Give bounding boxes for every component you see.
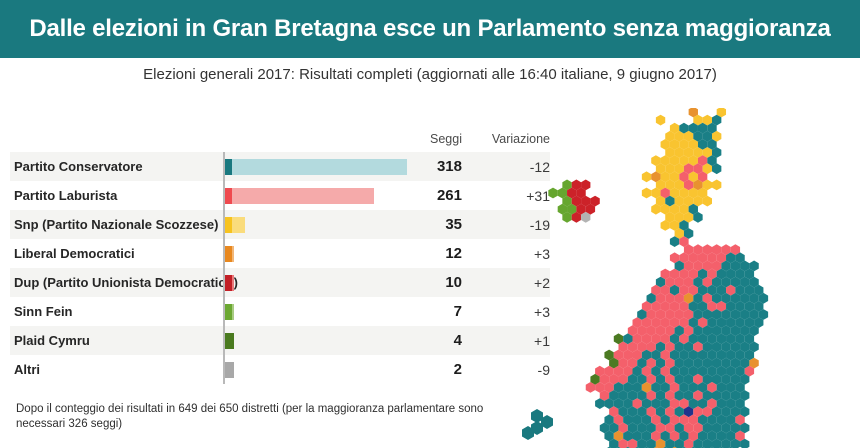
axis-line (223, 210, 225, 239)
table-row: Dup (Partito Unionista Democratico) 10 +2 (10, 268, 550, 297)
seat-bar (225, 159, 407, 175)
results-table: Seggi Variazione Partito Conservatore 318… (10, 132, 550, 384)
bar-cap (225, 159, 232, 175)
seat-bar (225, 362, 234, 378)
table-row: Sinn Fein 7 +3 (10, 297, 550, 326)
party-name: Partito Laburista (14, 188, 118, 203)
table-row: Snp (Partito Nazionale Scozzese) 35 -19 (10, 210, 550, 239)
seat-change: +2 (534, 274, 550, 291)
bar-body (232, 362, 234, 378)
bar-body (232, 246, 234, 262)
party-name: Partito Conservatore (14, 159, 143, 174)
header-banner: Dalle elezioni in Gran Bretagna esce un … (0, 0, 860, 58)
party-name: Sinn Fein (14, 304, 73, 319)
seat-count: 318 (436, 158, 462, 175)
seat-change: +1 (534, 332, 550, 349)
seat-bar (225, 217, 245, 233)
seat-count: 12 (445, 245, 462, 262)
axis-line (223, 268, 225, 297)
bar-cap (225, 188, 232, 204)
column-header-change: Variazione (491, 132, 550, 146)
table-row: Partito Conservatore 318 -12 (10, 152, 550, 181)
party-name: Altri (14, 362, 40, 377)
table-row: Partito Laburista 261 +31 (10, 181, 550, 210)
party-name: Liberal Democratici (14, 246, 135, 261)
axis-line (223, 181, 225, 210)
seat-bar (225, 275, 234, 291)
party-name: Plaid Cymru (14, 333, 90, 348)
axis-line (223, 326, 225, 355)
seat-bar (225, 246, 234, 262)
bar-cap (225, 362, 232, 378)
bar-cap (225, 333, 232, 349)
seat-change: +3 (534, 245, 550, 262)
seat-count: 4 (453, 332, 462, 349)
party-name: Snp (Partito Nazionale Scozzese) (14, 217, 219, 232)
bar-body (232, 217, 245, 233)
column-header-seats: Seggi (430, 132, 462, 146)
seat-count: 10 (445, 274, 462, 291)
table-row: Altri 2 -9 (10, 355, 550, 384)
subtitle: Elezioni generali 2017: Risultati comple… (143, 66, 717, 83)
uk-hexagon-cartogram (545, 108, 860, 448)
bar-cap (225, 246, 232, 262)
bar-cap (225, 217, 232, 233)
table-row: Liberal Democratici 12 +3 (10, 239, 550, 268)
axis-line (223, 355, 225, 384)
bar-body (232, 159, 407, 175)
seat-change: -19 (529, 216, 550, 233)
bar-body (232, 333, 234, 349)
seat-change: +3 (534, 303, 550, 320)
seat-count: 261 (436, 187, 462, 204)
page-title: Dalle elezioni in Gran Bretagna esce un … (29, 15, 831, 42)
seat-count: 7 (453, 303, 462, 320)
seat-change: -9 (537, 361, 550, 378)
seat-change: +31 (526, 187, 550, 204)
bar-body (232, 275, 234, 291)
seat-count: 2 (453, 361, 462, 378)
bar-body (232, 188, 374, 204)
seat-bar (225, 304, 234, 320)
footnote: Dopo il conteggio dei risultati in 649 d… (16, 403, 484, 430)
bar-cap (225, 275, 232, 291)
seat-count: 35 (445, 216, 462, 233)
axis-line (223, 297, 225, 326)
axis-line (223, 152, 225, 181)
bar-body (232, 304, 234, 320)
table-row: Plaid Cymru 4 +1 (10, 326, 550, 355)
hexagon-cluster-logo (521, 408, 557, 440)
bar-cap (225, 304, 232, 320)
axis-line (223, 239, 225, 268)
table-column-headers: Seggi Variazione (10, 132, 550, 150)
seat-bar (225, 188, 374, 204)
party-name: Dup (Partito Unionista Democratico) (14, 275, 238, 290)
table-body: Partito Conservatore 318 -12 Partito Laburi… (10, 152, 550, 384)
seat-bar (225, 333, 234, 349)
seat-change: -12 (529, 158, 550, 175)
